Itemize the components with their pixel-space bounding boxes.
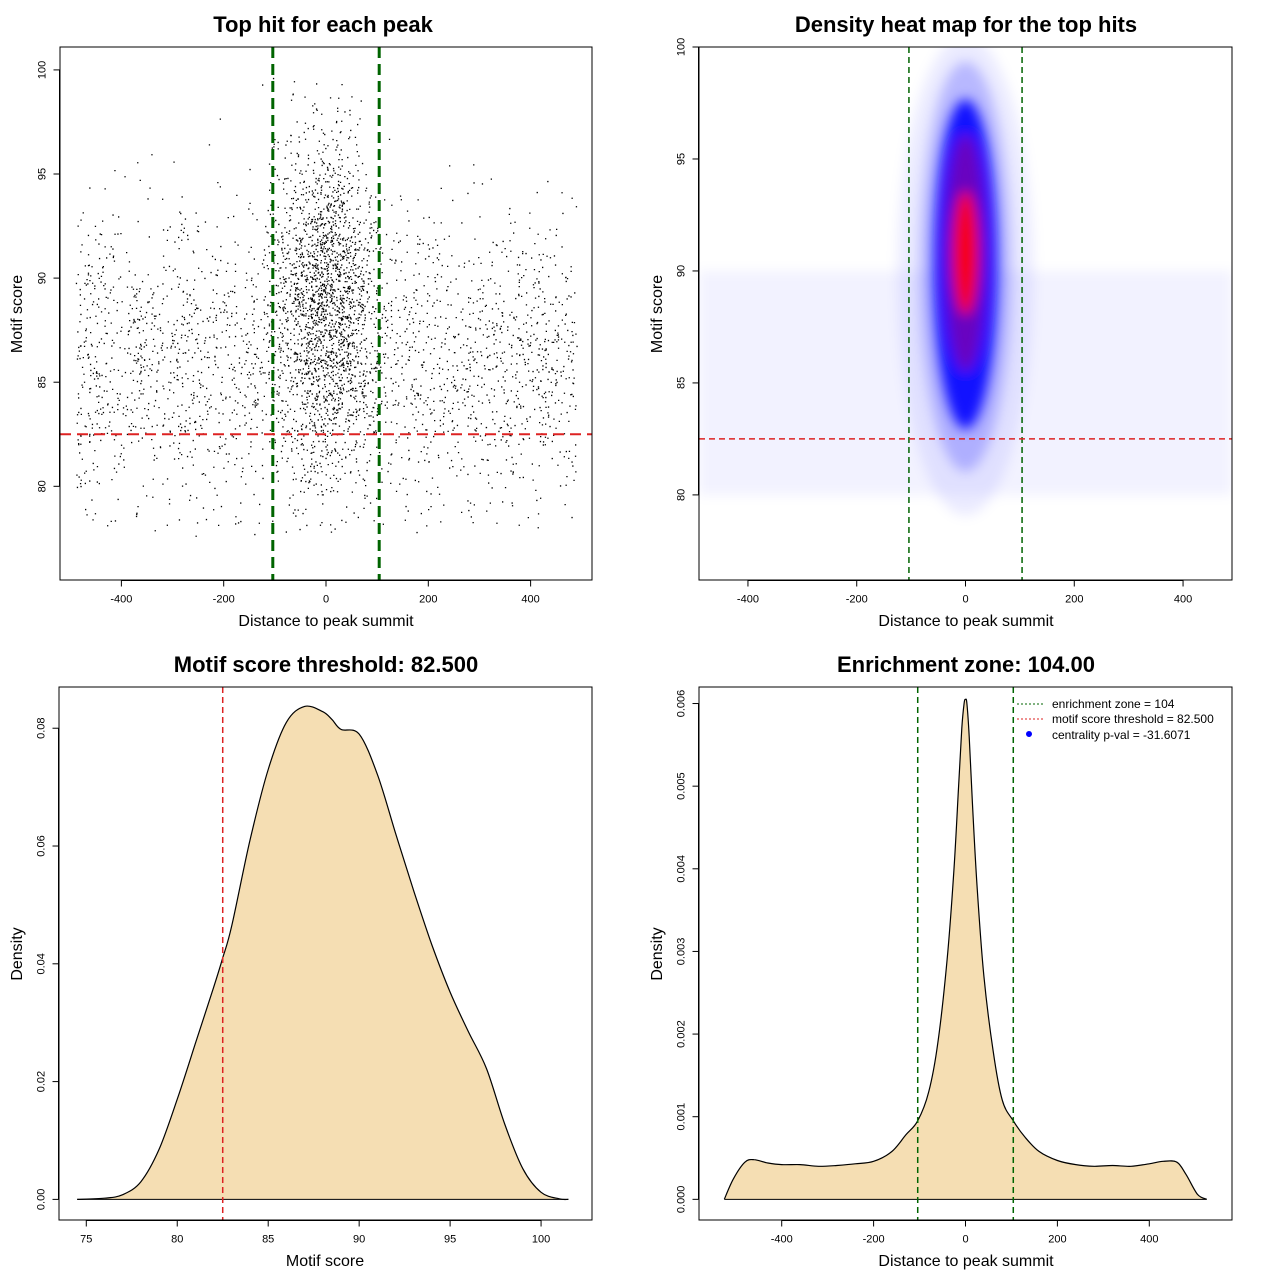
panel-heatmap: Density heat map for the top hits -400 -2… (649, 12, 1233, 630)
scatter-reference-lines (60, 47, 592, 580)
legend-label-motif-threshold: motif score threshold = 82.500 (1052, 712, 1214, 726)
x-tick-label: 75 (80, 1234, 92, 1246)
x-tick-label: -400 (110, 594, 132, 606)
score-density-y-label: Density (9, 927, 26, 980)
y-tick-label: 85 (676, 377, 688, 389)
x-tick-label: -200 (213, 594, 235, 606)
y-tick-label: 90 (37, 272, 49, 284)
legend-label-enrichment-zone: enrichment zone = 104 (1052, 697, 1175, 711)
scatter-points (75, 77, 578, 537)
density-fill (77, 706, 569, 1200)
x-tick-label: 200 (419, 594, 437, 606)
score-density-title: Motif score threshold: 82.500 (174, 652, 478, 677)
heatmap-density (699, 47, 1232, 580)
x-tick-label: 400 (1140, 1234, 1158, 1246)
score-density-y-ticks: 0.00 0.02 0.04 0.06 0.08 (36, 718, 59, 1210)
heatmap-x-label: Distance to peak summit (878, 613, 1054, 630)
heatmap-peak (953, 191, 978, 316)
distance-density-title: Enrichment zone: 104.00 (837, 652, 1095, 677)
y-tick-label: 0.04 (36, 953, 48, 974)
x-tick-label: -400 (771, 1234, 793, 1246)
heatmap-y-label: Motif score (649, 275, 666, 353)
y-tick-label: 0.06 (36, 835, 48, 856)
y-tick-label: 0.005 (676, 772, 688, 800)
panel-scatter: Top hit for each peak -400 -200 0 200 400 80… (9, 12, 593, 630)
y-tick-label: 0.000 (676, 1186, 688, 1214)
score-density-x-label: Motif score (286, 1253, 364, 1270)
scatter-plot-frame (59, 46, 593, 581)
heatmap-title: Density heat map for the top hits (795, 12, 1137, 37)
scatter-title: Top hit for each peak (213, 12, 433, 37)
y-tick-label: 0.004 (676, 855, 688, 883)
y-tick-label: 90 (676, 265, 688, 277)
x-tick-label: 0 (323, 594, 329, 606)
scatter-y-label: Motif score (9, 275, 26, 353)
y-tick-label: 80 (676, 489, 688, 501)
distance-density-y-label: Density (649, 927, 666, 980)
heatmap-y-ticks: 80 85 90 95 100 (676, 38, 699, 501)
heatmap-reference-lines (699, 47, 1232, 580)
y-tick-label: 85 (37, 376, 49, 388)
score-density-x-ticks: 75 80 85 90 95 100 (80, 1220, 550, 1246)
y-tick-label: 0.002 (676, 1020, 688, 1048)
y-tick-label: 0.08 (36, 718, 48, 739)
x-tick-label: 85 (262, 1234, 274, 1246)
y-tick-label: 0.00 (36, 1189, 48, 1210)
x-tick-label: 200 (1048, 1234, 1066, 1246)
x-tick-label: 0 (962, 594, 968, 606)
density-line (77, 705, 569, 1201)
x-tick-label: -200 (863, 1234, 885, 1246)
panel-score-density: Motif score threshold: 82.500 75 80 85 90 95… (9, 652, 593, 1270)
legend-label-centrality: centrality p-val = -31.6071 (1052, 728, 1191, 742)
heatmap-smoothed-layer (699, 47, 1232, 516)
legend: enrichment zone = 104 motif score thresh… (1017, 697, 1214, 742)
y-tick-label: 95 (37, 168, 49, 180)
density-line (723, 698, 1207, 1200)
distance-density-curve (723, 687, 1207, 1220)
x-tick-label: 80 (171, 1234, 183, 1246)
x-tick-label: -200 (846, 594, 868, 606)
panel-distance-density: Enrichment zone: 104.00 -400 -200 0 200 400 … (649, 652, 1233, 1270)
legend-point-centrality (1026, 731, 1032, 737)
distance-density-y-ticks: 0.000 0.001 0.002 0.003 0.004 0.005 0.006 (676, 690, 699, 1213)
scatter-x-label: Distance to peak summit (238, 613, 414, 630)
y-tick-label: 95 (676, 153, 688, 165)
y-tick-label: 100 (676, 38, 688, 56)
x-tick-label: 90 (353, 1234, 365, 1246)
y-tick-label: 0.006 (676, 690, 688, 718)
y-tick-label: 80 (37, 480, 49, 492)
x-tick-label: 400 (521, 594, 539, 606)
y-tick-label: 0.02 (36, 1071, 48, 1092)
x-tick-label: 0 (962, 1234, 968, 1246)
x-tick-label: 400 (1174, 594, 1192, 606)
distance-density-x-ticks: -400 -200 0 200 400 (771, 1220, 1158, 1246)
x-tick-label: -400 (737, 594, 759, 606)
density-fill (724, 699, 1207, 1200)
x-tick-label: 95 (444, 1234, 456, 1246)
x-tick-label: 100 (532, 1234, 550, 1246)
scatter-y-ticks: 80 85 90 95 100 (37, 61, 60, 492)
scatter-point-cloud (75, 77, 578, 537)
y-tick-label: 0.003 (676, 938, 688, 966)
distance-density-x-label: Distance to peak summit (878, 1253, 1054, 1270)
y-tick-label: 100 (37, 61, 49, 79)
y-tick-label: 0.001 (676, 1103, 688, 1131)
x-tick-label: 200 (1065, 594, 1083, 606)
scatter-x-ticks: -400 -200 0 200 400 (110, 580, 540, 606)
score-density-curve (77, 687, 569, 1220)
heatmap-x-ticks: -400 -200 0 200 400 (737, 580, 1192, 606)
